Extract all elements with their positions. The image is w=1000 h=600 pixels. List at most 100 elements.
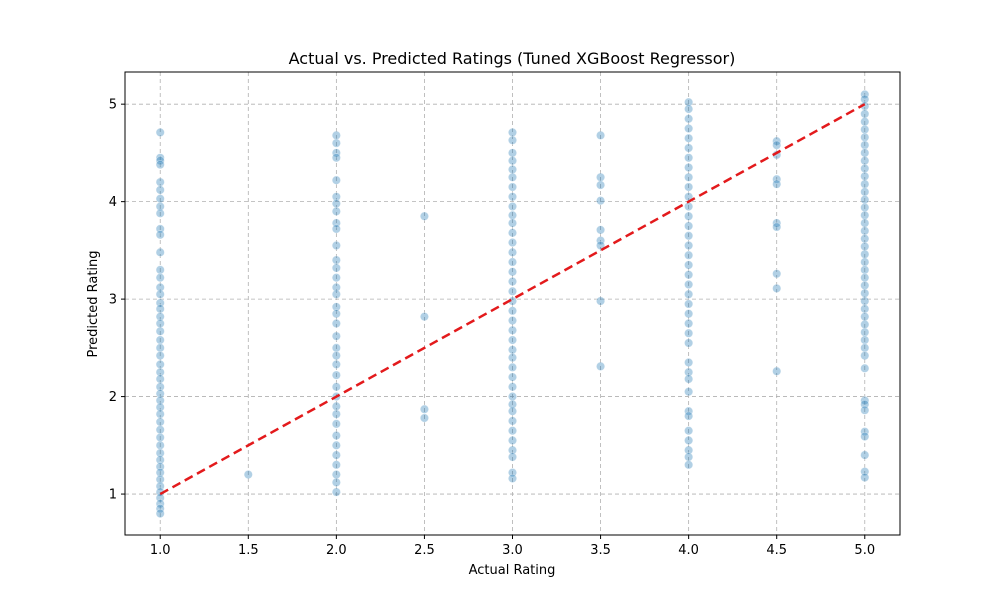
- data-point: [331, 282, 341, 292]
- data-point: [860, 210, 870, 220]
- data-point: [684, 163, 694, 173]
- data-point: [331, 460, 341, 470]
- data-point: [684, 460, 694, 470]
- data-point: [507, 362, 517, 372]
- data-point: [155, 177, 165, 187]
- data-point: [419, 312, 429, 322]
- data-point: [507, 353, 517, 363]
- data-point: [860, 450, 870, 460]
- data-point: [507, 426, 517, 436]
- data-point: [507, 392, 517, 402]
- data-point: [155, 433, 165, 443]
- data-point: [331, 273, 341, 283]
- data-point: [331, 175, 341, 185]
- data-point: [860, 335, 870, 345]
- data-point: [155, 230, 165, 240]
- x-tick-label: 3.0: [502, 543, 523, 558]
- data-point: [684, 299, 694, 309]
- data-point: [155, 335, 165, 345]
- data-point: [331, 419, 341, 429]
- data-point: [860, 427, 870, 437]
- data-point: [684, 250, 694, 260]
- data-point: [155, 304, 165, 314]
- x-tick-label: 4.5: [766, 543, 787, 558]
- data-point: [155, 509, 165, 519]
- data-point: [684, 153, 694, 163]
- data-point: [155, 265, 165, 275]
- data-point: [331, 351, 341, 361]
- data-point: [155, 156, 165, 166]
- data-point: [507, 277, 517, 287]
- data-point: [331, 302, 341, 312]
- data-point: [684, 202, 694, 212]
- data-point: [860, 132, 870, 142]
- y-tick-label: 4: [109, 195, 117, 210]
- data-point: [331, 382, 341, 392]
- data-point: [596, 180, 606, 190]
- data-point: [331, 477, 341, 487]
- data-point: [860, 312, 870, 322]
- data-point: [155, 448, 165, 458]
- data-point: [860, 432, 870, 442]
- y-ticks: 1 2 3 4 5: [109, 98, 125, 503]
- data-point: [860, 140, 870, 150]
- data-point: [860, 187, 870, 197]
- data-point: [155, 282, 165, 292]
- data-point: [155, 455, 165, 465]
- data-point: [860, 218, 870, 228]
- data-point: [684, 114, 694, 124]
- data-point: [331, 370, 341, 380]
- data-point: [596, 196, 606, 206]
- data-point: [772, 218, 782, 228]
- data-point: [507, 267, 517, 277]
- data-point: [155, 499, 165, 509]
- data-point: [507, 238, 517, 248]
- data-point: [860, 202, 870, 212]
- data-point: [684, 374, 694, 384]
- data-point: [596, 130, 606, 140]
- data-point: [860, 327, 870, 337]
- data-point: [684, 309, 694, 319]
- x-tick-label: 2.5: [414, 543, 435, 558]
- data-point: [860, 195, 870, 205]
- data-point: [507, 316, 517, 326]
- data-point: [684, 338, 694, 348]
- data-point: [155, 194, 165, 204]
- data-point: [155, 359, 165, 369]
- data-point: [860, 241, 870, 251]
- data-point: [772, 366, 782, 376]
- data-point: [596, 236, 606, 246]
- data-point: [860, 156, 870, 166]
- data-point: [860, 363, 870, 373]
- data-point: [684, 279, 694, 289]
- data-point: [684, 104, 694, 114]
- data-point: [507, 416, 517, 426]
- data-point: [155, 289, 165, 299]
- data-point: [860, 171, 870, 181]
- data-point: [507, 257, 517, 267]
- data-point: [155, 153, 165, 163]
- data-point: [331, 241, 341, 251]
- data-point: [507, 445, 517, 455]
- data-point: [684, 97, 694, 107]
- data-point: [684, 221, 694, 231]
- data-point: [507, 127, 517, 137]
- data-point: [507, 372, 517, 382]
- data-point: [155, 273, 165, 283]
- data-point: [860, 163, 870, 173]
- data-point: [419, 404, 429, 414]
- data-point: [684, 435, 694, 445]
- data-point: [155, 402, 165, 412]
- y-tick-label: 2: [109, 390, 117, 405]
- data-point: [684, 406, 694, 416]
- data-point: [331, 440, 341, 450]
- data-point: [860, 343, 870, 353]
- data-point: [155, 468, 165, 478]
- data-point: [155, 409, 165, 419]
- data-point: [596, 172, 606, 182]
- data-point: [331, 255, 341, 265]
- data-point: [684, 328, 694, 338]
- data-point: [507, 228, 517, 238]
- data-point: [860, 109, 870, 119]
- data-point: [684, 445, 694, 455]
